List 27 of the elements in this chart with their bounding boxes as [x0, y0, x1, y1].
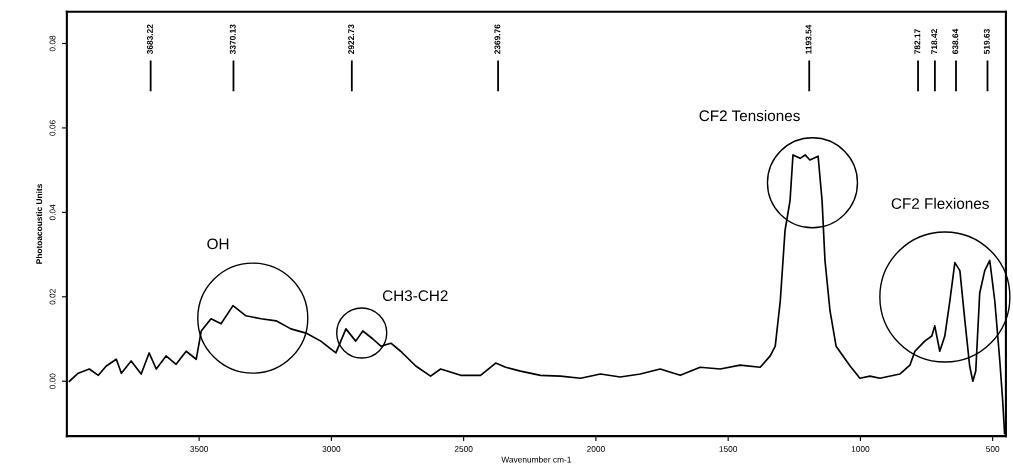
y-tick-label: 0.08 [49, 35, 56, 52]
x-tick-label: 3000 [322, 446, 341, 452]
x-tick-label: 3500 [190, 446, 209, 452]
x-tick-label: 1500 [719, 446, 738, 452]
y-tick-label: 0.02 [49, 289, 56, 305]
y-axis-title: Photoacoustic Units [36, 184, 43, 264]
ref-line-label: 2922.73 [348, 24, 355, 54]
ref-line-label: 3683.22 [146, 24, 153, 55]
ref-line-label: 782.17 [914, 29, 921, 54]
x-tick-label: 500 [986, 446, 1000, 452]
x-tick-label: 1000 [851, 446, 870, 452]
y-tick-label: 0.00 [49, 373, 56, 390]
ref-line-label: 3370.13 [229, 24, 236, 55]
ref-line-label: 519.63 [983, 29, 990, 54]
ref-line-label: 2369.76 [494, 24, 501, 54]
annotation: CH3-CH2 [382, 290, 448, 302]
y-tick-label: 0.04 [49, 204, 56, 221]
ref-line-label: 718.42 [931, 29, 938, 54]
x-axis-title: Wavenumber cm-1 [501, 456, 572, 463]
y-tick-label: 0.06 [49, 120, 56, 136]
ref-line-label: 1193.54 [805, 24, 812, 54]
x-tick-label: 2500 [454, 446, 473, 452]
annotation: CF2 Tensiones [699, 109, 800, 122]
annotation: CF2 Flexiones [891, 197, 989, 209]
x-tick-label: 2000 [587, 446, 605, 452]
ref-line-label: 638.64 [952, 28, 959, 54]
annotation: OH [207, 238, 229, 250]
